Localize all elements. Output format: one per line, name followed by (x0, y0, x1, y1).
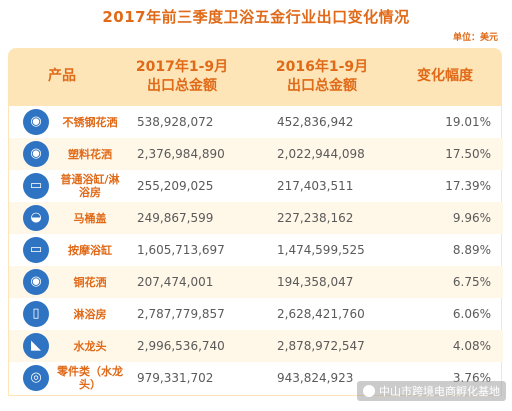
massage-bathtub-icon: ▭ (23, 237, 49, 263)
value-2017: 1,605,713,697 (137, 243, 225, 257)
faucet-icon: ◣ (23, 333, 49, 359)
change-value: 4.08% (452, 339, 491, 353)
product-name: 按摩浴缸 (68, 243, 112, 257)
header-2016-line2: 出口总金额 (287, 78, 357, 94)
header-2017-line1: 2017年1-9月 (135, 59, 229, 75)
value-2017: 2,996,536,740 (137, 339, 225, 353)
watermark-text: 中山市跨境电商孵化基地 (379, 385, 500, 398)
value-2016: 194,358,047 (277, 275, 354, 289)
watermark: 中山市跨境电商孵化基地 (357, 381, 506, 401)
change-value: 6.06% (452, 307, 491, 321)
header-2016: 2016年1-9月 出口总金额 (260, 58, 384, 96)
table-body: ◉ 不锈钢花洒 538,928,072 452,836,942 19.01% ◉ 塑料花洒 2… (8, 106, 503, 396)
product-name: 水龙头 (73, 339, 107, 353)
table-row: ▭ 按摩浴缸 1,605,713,697 1,474,599,525 8.89% (9, 234, 503, 266)
header-2017: 2017年1-9月 出口总金额 (120, 58, 244, 96)
table-row: ▭ 普通浴缸/淋浴房 255,209,025 217,403,511 17.39% (9, 170, 503, 202)
chart-title: 2017年前三季度卫浴五金行业出口变化情况 (102, 8, 410, 26)
table-row: ◉ 铜花洒 207,474,001 194,358,047 6.75% (9, 266, 503, 298)
toilet-icon: ◒ (23, 205, 49, 231)
bathtub-icon: ▭ (23, 173, 49, 199)
product-name: 淋浴房 (73, 307, 107, 321)
product-name: 普通浴缸/淋浴房 (60, 173, 120, 199)
table-row: ◒ 马桶盖 249,867,599 227,238,162 9.96% (9, 202, 503, 234)
shower-head-icon: ◉ (23, 109, 49, 135)
unit-label: 单位：美元 (452, 33, 498, 43)
table-row: ▯ 淋浴房 2,787,779,857 2,628,421,760 6.06% (9, 298, 503, 330)
shower-head-icon: ◉ (23, 141, 49, 167)
table-header: 产品 2017年1-9月 出口总金额 2016年1-9月 出口总金额 变化幅度 (8, 48, 502, 106)
product-name: 塑料花洒 (68, 147, 112, 161)
value-2016: 452,836,942 (277, 115, 354, 129)
value-2016: 1,474,599,525 (277, 243, 365, 257)
product-name: 零件类（水龙头） (57, 365, 123, 391)
header-2016-line1: 2016年1-9月 (275, 59, 369, 75)
value-2016: 2,878,972,547 (277, 339, 365, 353)
table-row: ◣ 水龙头 2,996,536,740 2,878,972,547 4.08% (9, 330, 503, 362)
header-change: 变化幅度 (417, 68, 473, 84)
shower-room-icon: ▯ (23, 301, 49, 327)
value-2017: 255,209,025 (137, 179, 214, 193)
change-value: 9.96% (452, 211, 491, 225)
shower-head-icon: ◉ (23, 269, 49, 295)
value-2016: 217,403,511 (277, 179, 354, 193)
value-2017: 979,331,702 (137, 371, 214, 385)
change-value: 17.39% (445, 179, 491, 193)
table-row: ◉ 不锈钢花洒 538,928,072 452,836,942 19.01% (9, 106, 503, 138)
value-2016: 943,824,923 (277, 371, 354, 385)
change-value: 19.01% (445, 115, 491, 129)
header-2017-line2: 出口总金额 (147, 78, 217, 94)
value-2017: 207,474,001 (137, 275, 214, 289)
table-row: ◉ 塑料花洒 2,376,984,890 2,022,944,098 17.50% (9, 138, 503, 170)
product-name: 马桶盖 (73, 211, 107, 225)
value-2016: 227,238,162 (277, 211, 354, 225)
value-2017: 249,867,599 (137, 211, 214, 225)
product-name: 不锈钢花洒 (62, 115, 118, 129)
faucet-part-icon: ◎ (23, 365, 49, 391)
change-value: 17.50% (445, 147, 491, 161)
change-value: 6.75% (452, 275, 491, 289)
value-2016: 2,022,944,098 (277, 147, 365, 161)
value-2017: 2,376,984,890 (137, 147, 225, 161)
value-2016: 2,628,421,760 (277, 307, 365, 321)
value-2017: 2,787,779,857 (137, 307, 225, 321)
value-2017: 538,928,072 (137, 115, 214, 129)
wechat-icon (363, 385, 375, 397)
header-product: 产品 (48, 68, 76, 84)
product-name: 铜花洒 (73, 275, 107, 289)
change-value: 8.89% (452, 243, 491, 257)
